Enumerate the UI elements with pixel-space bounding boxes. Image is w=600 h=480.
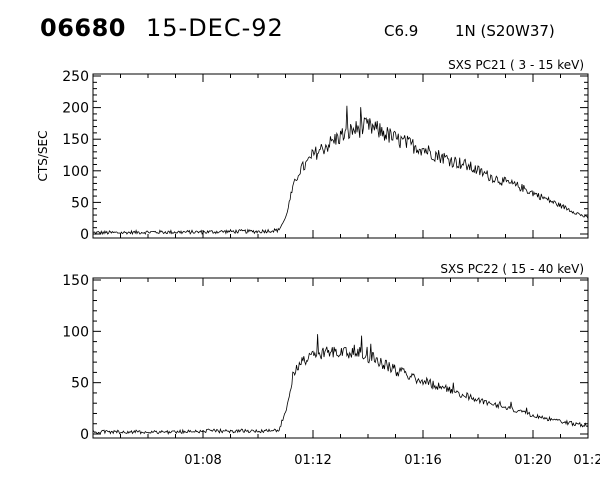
y-axis-label: CTS/SEC — [36, 131, 50, 182]
x-tick-label: 01:2 — [573, 453, 600, 468]
panel-title: SXS PC22 ( 15 - 40 keV) — [440, 262, 584, 276]
y-tick-label: 100 — [62, 164, 89, 180]
event-date: 15-DEC-92 — [146, 14, 284, 42]
lightcurve-line — [92, 105, 589, 236]
y-tick-label: 50 — [71, 195, 89, 211]
x-tick-label: 01:16 — [404, 453, 441, 468]
y-tick-label: 150 — [62, 132, 89, 148]
plot-frame — [92, 73, 589, 239]
y-tick-label: 250 — [62, 69, 89, 85]
x-tick-label: 01:12 — [294, 453, 331, 468]
y-tick-label: 0 — [80, 427, 89, 443]
lightcurve-line — [92, 334, 589, 436]
panel-title: SXS PC21 ( 3 - 15 keV) — [448, 58, 584, 72]
y-tick-label: 100 — [62, 324, 89, 340]
y-tick-label: 150 — [62, 273, 89, 289]
y-tick-label: 50 — [71, 376, 89, 392]
goes-class: C6.9 — [384, 22, 419, 40]
panel-1: SXS PC21 ( 3 - 15 keV) 0 50 100 150 200 250 CTS… — [36, 58, 589, 243]
x-tick-label: 01:20 — [514, 453, 551, 468]
plot-frame — [92, 277, 589, 439]
event-number: 06680 — [40, 14, 126, 42]
optical-location: 1N (S20W37) — [455, 22, 555, 40]
panel-2: SXS PC22 ( 15 - 40 keV) 0 50 100 150 01:08 01:… — [62, 262, 600, 468]
y-tick-label: 0 — [80, 227, 89, 243]
x-tick-label: 01:08 — [184, 453, 221, 468]
y-tick-label: 200 — [62, 101, 89, 117]
